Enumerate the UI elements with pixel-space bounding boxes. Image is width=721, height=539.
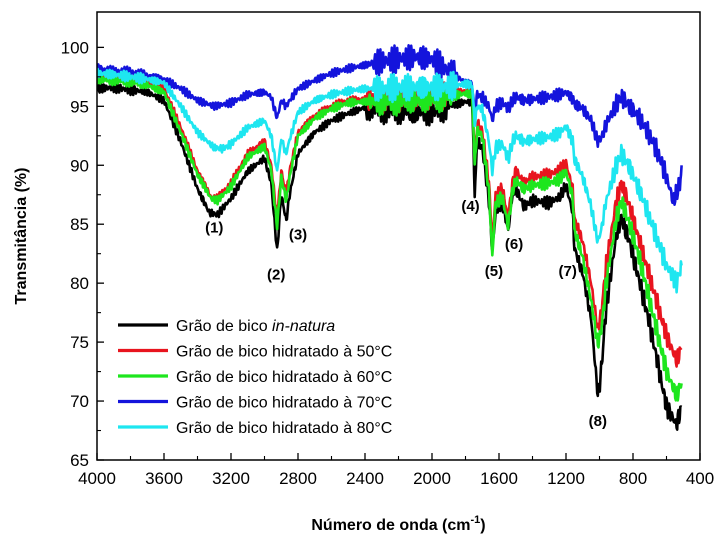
- series-line-3: [97, 73, 683, 402]
- y-tick-label: 100: [61, 38, 89, 57]
- peak-label: (5): [485, 263, 503, 280]
- peak-label: (2): [267, 267, 285, 284]
- legend-label: Grão de bico hidratado à 60°C: [176, 369, 392, 386]
- x-tick-label: 2000: [413, 469, 451, 488]
- x-tick-label: 3200: [212, 469, 250, 488]
- x-tick-label: 4000: [78, 469, 116, 488]
- legend-label: Grão de bico hidratado à 50°C: [176, 344, 392, 361]
- x-axis-title-end: ): [480, 517, 485, 534]
- x-tick-label: 1600: [480, 469, 518, 488]
- x-tick-label: 2400: [346, 469, 384, 488]
- y-tick-label: 80: [70, 274, 89, 293]
- x-axis-title-sup: -1: [471, 514, 481, 526]
- peak-label: (8): [589, 413, 607, 430]
- series-line-5: [97, 67, 683, 294]
- legend-label: Grão de bico in-natura: [176, 318, 335, 335]
- series-line-4: [97, 43, 683, 206]
- y-tick-label: 85: [70, 215, 89, 234]
- x-tick-label: 1200: [547, 469, 585, 488]
- x-tick-label: 800: [619, 469, 647, 488]
- peak-label: (4): [461, 198, 479, 215]
- y-tick-label: 70: [70, 392, 89, 411]
- peak-label: (6): [505, 236, 523, 253]
- peak-label: (7): [559, 263, 577, 280]
- series-layer: [97, 43, 683, 431]
- legend-label: Grão de bico hidratado à 70°C: [176, 395, 392, 412]
- annotation-layer: (1) (2) (3) (4) (5)(6) (7) (8): [205, 198, 607, 430]
- ticks-layer: 4000 3600 3200 2800 2400 2000 1600 1200 800 400 65…: [61, 38, 715, 488]
- x-axis-title: Número de onda (cm-1): [311, 514, 485, 534]
- y-tick-label: 75: [70, 333, 89, 352]
- peak-label: (3): [289, 227, 307, 244]
- y-tick-label: 90: [70, 156, 89, 175]
- y-axis-title: Transmitância (%): [13, 168, 30, 305]
- x-tick-label: 400: [686, 469, 714, 488]
- plot-frame: [96, 11, 701, 461]
- peak-label: (1): [205, 219, 223, 236]
- x-tick-label: 2800: [279, 469, 317, 488]
- x-axis-title-main: Número de onda (cm: [311, 517, 470, 534]
- x-tick-label: 3600: [145, 469, 183, 488]
- y-tick-label: 95: [70, 97, 89, 116]
- legend: Grão de bico in-natura Grão de bico hidra…: [118, 318, 392, 437]
- y-tick-label: 65: [70, 451, 89, 470]
- legend-label: Grão de bico hidratado à 80°C: [176, 420, 392, 437]
